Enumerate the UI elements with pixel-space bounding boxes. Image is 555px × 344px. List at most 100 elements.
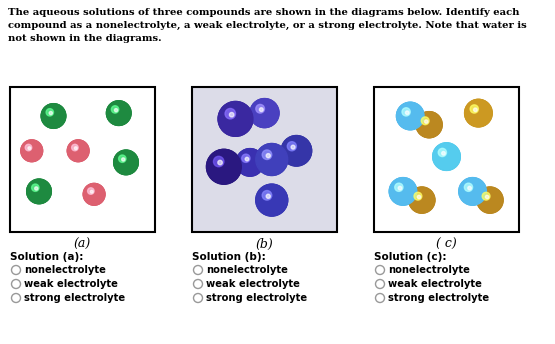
Circle shape xyxy=(480,190,500,210)
Circle shape xyxy=(398,104,422,128)
Circle shape xyxy=(265,152,279,166)
Circle shape xyxy=(483,193,497,207)
Circle shape xyxy=(259,146,285,173)
Circle shape xyxy=(485,195,496,205)
Circle shape xyxy=(477,187,503,213)
Text: nonelectrolyte: nonelectrolyte xyxy=(206,265,288,275)
Circle shape xyxy=(74,147,82,154)
Circle shape xyxy=(236,149,264,176)
Circle shape xyxy=(478,188,502,212)
Bar xyxy=(374,87,519,232)
Circle shape xyxy=(482,192,498,208)
Circle shape xyxy=(255,104,274,122)
Circle shape xyxy=(262,150,281,169)
Circle shape xyxy=(238,150,262,175)
Circle shape xyxy=(26,144,38,157)
Circle shape xyxy=(110,104,128,122)
Circle shape xyxy=(208,151,240,183)
Circle shape xyxy=(84,184,104,204)
Circle shape xyxy=(397,186,408,197)
Circle shape xyxy=(264,193,279,207)
Circle shape xyxy=(84,185,104,204)
Circle shape xyxy=(27,146,37,156)
Circle shape xyxy=(31,183,48,200)
Circle shape xyxy=(46,108,61,123)
Circle shape xyxy=(256,144,287,175)
Circle shape xyxy=(291,145,295,149)
Circle shape xyxy=(73,146,84,156)
Circle shape xyxy=(459,178,486,205)
Circle shape xyxy=(468,103,488,123)
Circle shape xyxy=(474,109,483,118)
Circle shape xyxy=(414,193,430,208)
Circle shape xyxy=(470,105,487,121)
Circle shape xyxy=(478,188,502,212)
Circle shape xyxy=(256,143,287,175)
Circle shape xyxy=(214,157,234,176)
Circle shape xyxy=(402,108,418,123)
Circle shape xyxy=(440,150,453,163)
Circle shape xyxy=(433,143,460,170)
Circle shape xyxy=(214,157,234,177)
Circle shape xyxy=(460,179,485,204)
Circle shape xyxy=(420,115,438,134)
Circle shape xyxy=(437,147,456,166)
Circle shape xyxy=(28,147,36,155)
Circle shape xyxy=(396,102,424,130)
Circle shape xyxy=(405,111,415,121)
Circle shape xyxy=(433,143,460,170)
Circle shape xyxy=(459,178,486,205)
Text: The aqueous solutions of three compounds are shown in the diagrams below. Identi: The aqueous solutions of three compounds… xyxy=(8,8,519,17)
Circle shape xyxy=(236,149,264,176)
Circle shape xyxy=(108,102,130,125)
Circle shape xyxy=(437,148,456,166)
Circle shape xyxy=(291,146,302,156)
Circle shape xyxy=(215,158,233,176)
Circle shape xyxy=(250,99,279,128)
Circle shape xyxy=(415,193,428,207)
Circle shape xyxy=(31,183,47,200)
Circle shape xyxy=(482,192,498,208)
Circle shape xyxy=(438,148,455,165)
Circle shape xyxy=(89,189,99,200)
Circle shape xyxy=(471,106,486,121)
Circle shape xyxy=(258,107,271,119)
Circle shape xyxy=(120,157,132,168)
Circle shape xyxy=(413,192,430,208)
Circle shape xyxy=(261,149,282,170)
Circle shape xyxy=(264,192,280,208)
Circle shape xyxy=(209,152,239,182)
Circle shape xyxy=(390,179,416,204)
Circle shape xyxy=(90,190,98,198)
Circle shape xyxy=(89,190,99,199)
Circle shape xyxy=(240,152,260,173)
Circle shape xyxy=(393,182,412,201)
Circle shape xyxy=(289,144,304,158)
Circle shape xyxy=(412,191,431,209)
Circle shape xyxy=(122,158,130,167)
Circle shape xyxy=(47,109,60,123)
Circle shape xyxy=(42,104,65,128)
Circle shape xyxy=(259,108,270,118)
Circle shape xyxy=(47,109,60,123)
Circle shape xyxy=(392,180,414,203)
Circle shape xyxy=(117,153,135,172)
Circle shape xyxy=(222,105,249,132)
Circle shape xyxy=(416,112,442,138)
Circle shape xyxy=(423,119,435,130)
Circle shape xyxy=(114,109,123,118)
Circle shape xyxy=(438,148,455,165)
Circle shape xyxy=(239,151,261,174)
Circle shape xyxy=(86,186,102,202)
Circle shape xyxy=(258,106,271,120)
Circle shape xyxy=(114,108,124,118)
Circle shape xyxy=(27,180,51,203)
Circle shape xyxy=(244,157,256,168)
Circle shape xyxy=(28,180,51,203)
Circle shape xyxy=(73,145,84,157)
Circle shape xyxy=(423,119,435,130)
Circle shape xyxy=(24,143,39,158)
Circle shape xyxy=(28,147,36,154)
Circle shape xyxy=(210,153,238,181)
Circle shape xyxy=(243,155,258,170)
